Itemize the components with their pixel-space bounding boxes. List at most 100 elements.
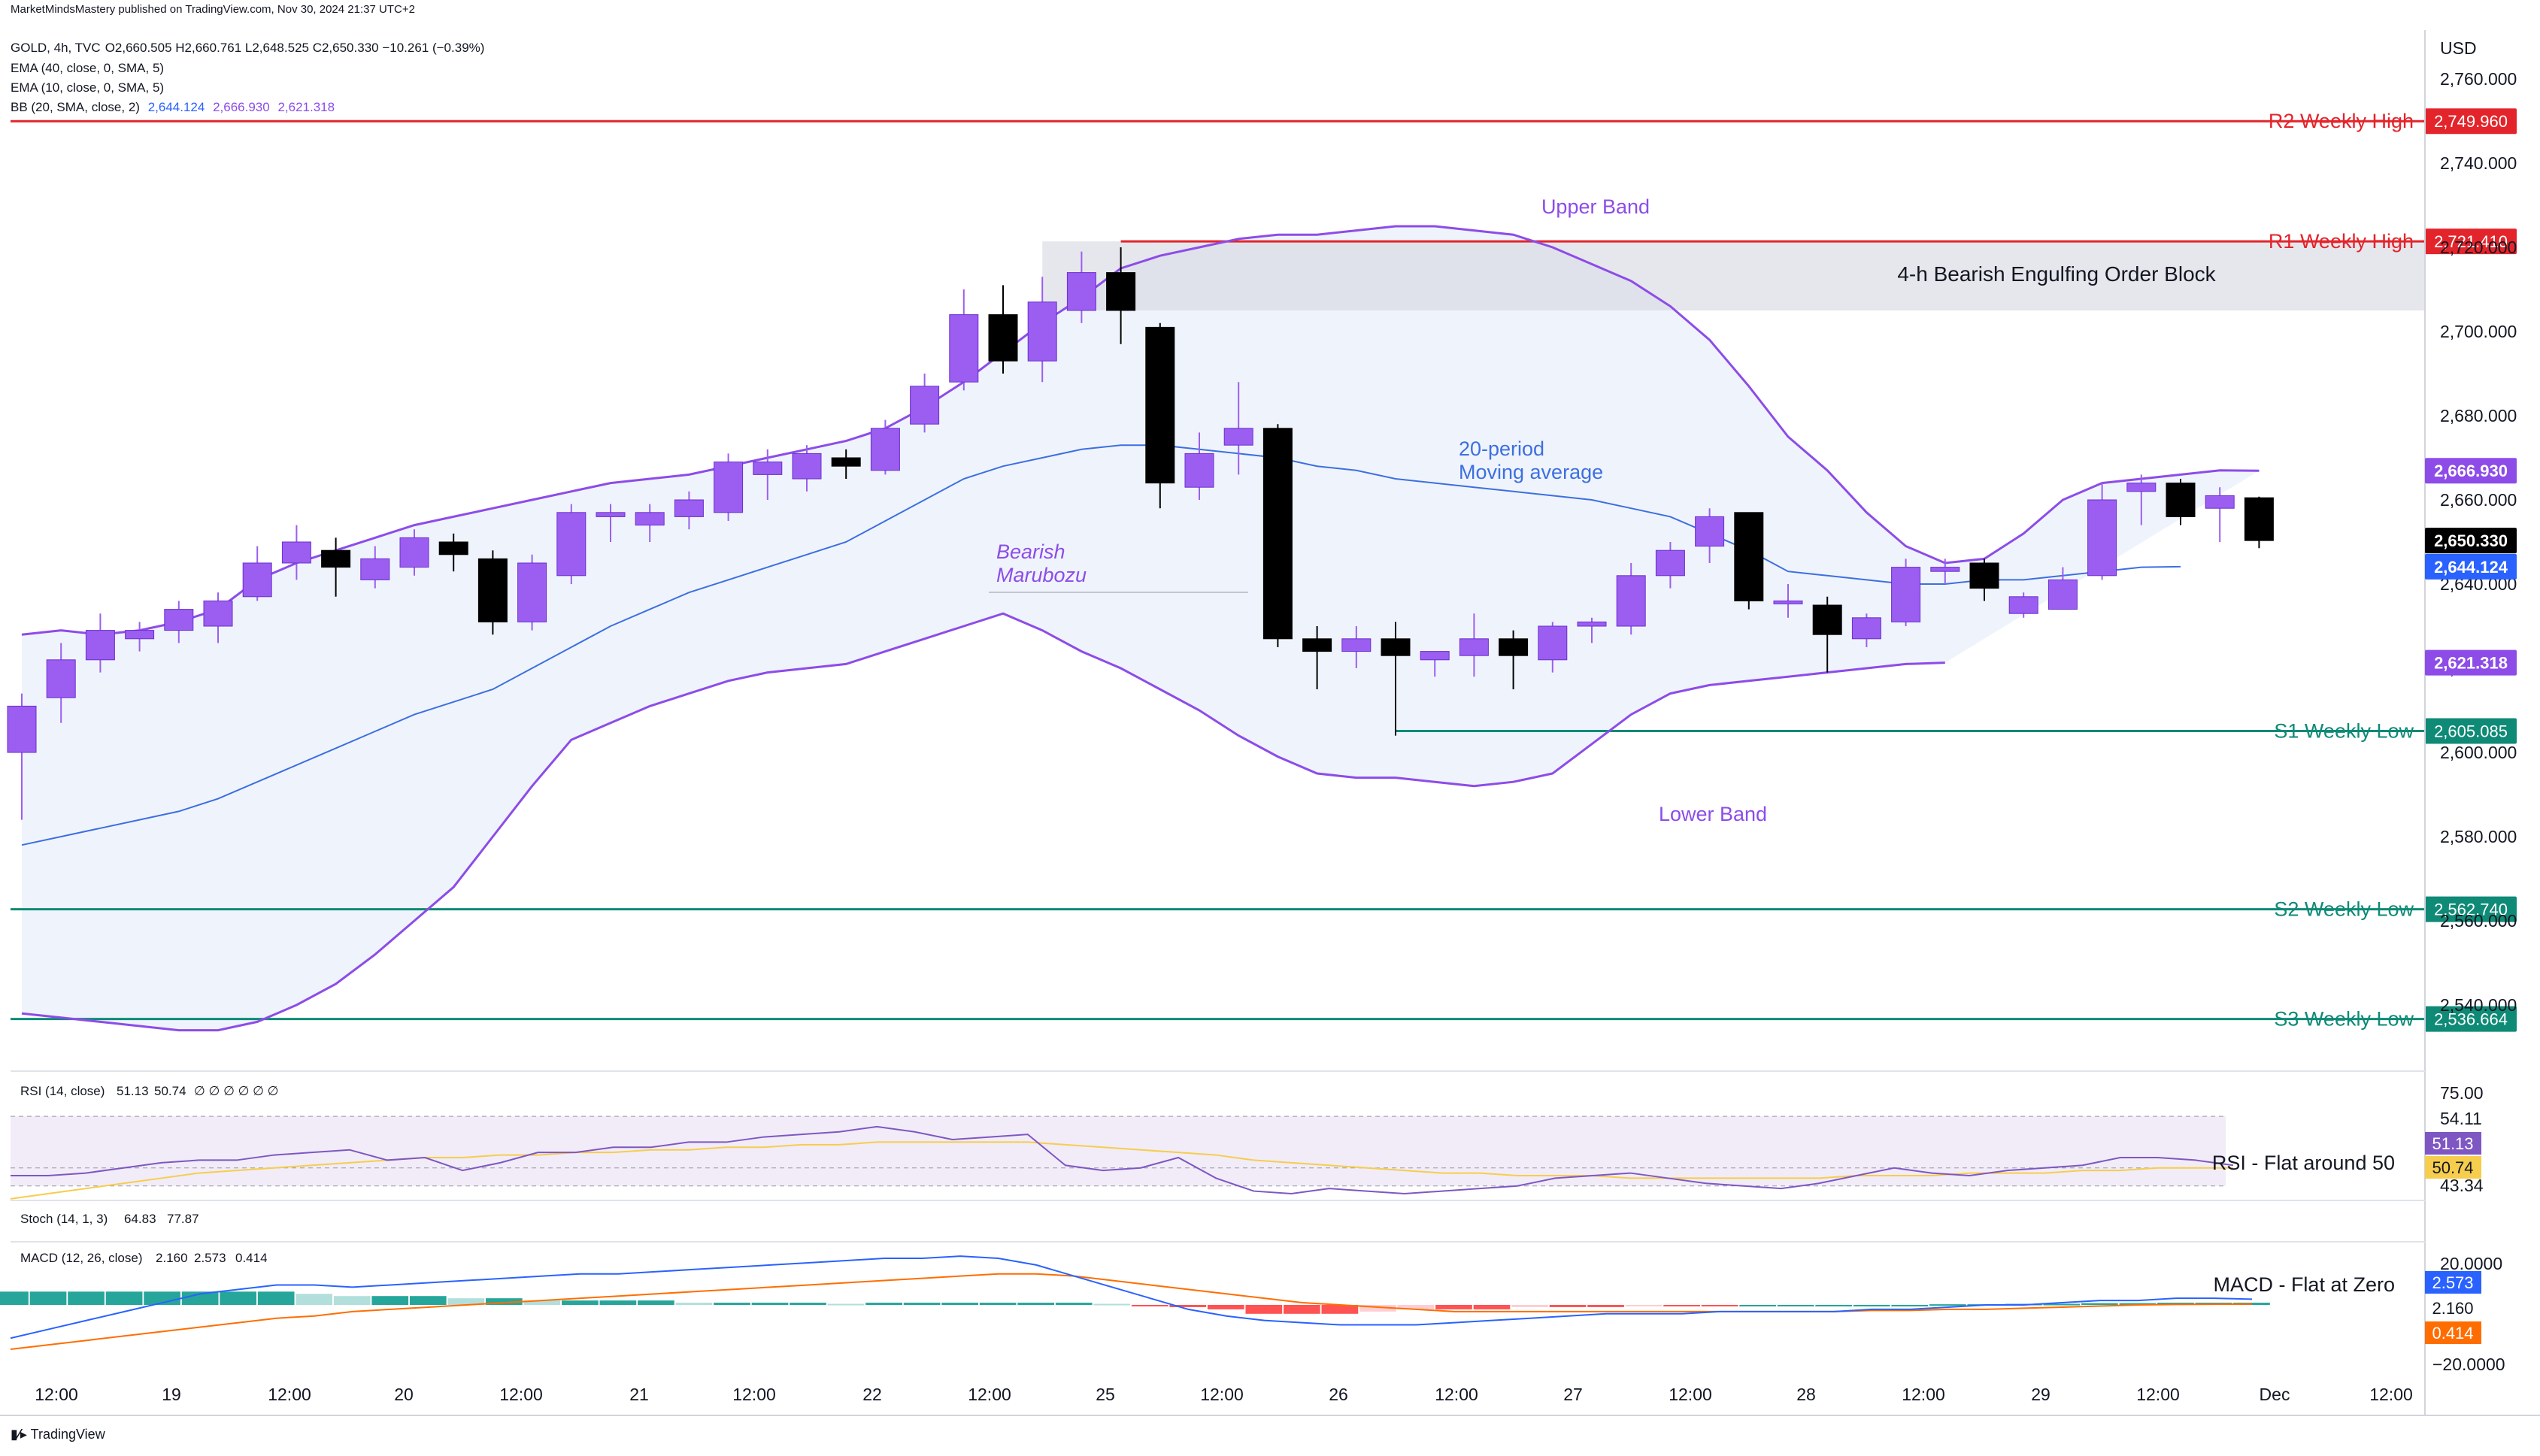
candle-body[interactable] bbox=[1734, 512, 1764, 601]
candle-body[interactable] bbox=[1459, 638, 1489, 656]
candle-body[interactable] bbox=[1969, 562, 1999, 589]
candle-body[interactable] bbox=[1145, 326, 1175, 484]
ema10-legend[interactable]: EMA (10, close, 0, SMA, 5) bbox=[11, 80, 165, 95]
candle-body[interactable] bbox=[831, 457, 861, 467]
bollinger-lower-band[interactable] bbox=[21, 612, 1945, 1032]
macd-histogram-bar bbox=[1587, 1305, 1624, 1307]
candle-body[interactable] bbox=[556, 512, 587, 577]
ema40-legend[interactable]: EMA (40, close, 0, SMA, 5) bbox=[11, 61, 165, 75]
candle-body[interactable] bbox=[1262, 428, 1293, 640]
candle-body[interactable] bbox=[7, 705, 37, 753]
time-axis-tick: 29 bbox=[2031, 1385, 2050, 1404]
candle-body[interactable] bbox=[635, 512, 665, 526]
macd-histogram-bar bbox=[1511, 1305, 1548, 1307]
candle-body[interactable] bbox=[1891, 567, 1921, 622]
candle-body[interactable] bbox=[870, 428, 900, 471]
candle-body[interactable] bbox=[1106, 272, 1136, 311]
tradingview-brand: TradingView bbox=[30, 1427, 105, 1442]
level-price-tag-bg bbox=[2425, 1006, 2517, 1032]
macd-histogram-bar bbox=[0, 1291, 29, 1305]
macd-line[interactable] bbox=[10, 1255, 2253, 1339]
bb-legend[interactable]: BB (20, SMA, close, 2) 2,644.124 2,666.9… bbox=[11, 100, 335, 115]
macd-histogram-bar bbox=[1284, 1305, 1320, 1314]
macd-histogram-bar bbox=[1929, 1304, 1966, 1306]
candle-body[interactable] bbox=[988, 314, 1018, 362]
rsi-ma-line[interactable] bbox=[10, 1141, 2233, 1200]
candle-body[interactable] bbox=[596, 512, 626, 517]
candle-body[interactable] bbox=[1616, 575, 1646, 627]
candle-body[interactable] bbox=[2244, 497, 2274, 541]
candle-body[interactable] bbox=[2126, 483, 2157, 492]
macd-histogram-bar bbox=[1207, 1305, 1244, 1309]
candle-body[interactable] bbox=[438, 541, 468, 555]
candle-body[interactable] bbox=[2087, 499, 2117, 577]
candle-body[interactable] bbox=[399, 537, 429, 568]
candle-body[interactable] bbox=[360, 558, 390, 580]
stoch-legend-label[interactable]: Stoch (14, 1, 3) bbox=[20, 1212, 108, 1226]
candle-body[interactable] bbox=[1223, 428, 1253, 446]
candle-body[interactable] bbox=[792, 453, 822, 480]
candle-body[interactable] bbox=[1655, 549, 1685, 577]
candle-body[interactable] bbox=[321, 549, 351, 568]
candle-body[interactable] bbox=[2008, 596, 2038, 614]
candle-body[interactable] bbox=[1773, 600, 1803, 604]
candle-body[interactable] bbox=[714, 462, 744, 513]
rsi-legend-value: 51.13 bbox=[117, 1084, 149, 1098]
candle-body[interactable] bbox=[85, 630, 115, 661]
macd-histogram-bar bbox=[790, 1303, 826, 1305]
candle-body[interactable] bbox=[1184, 453, 1214, 488]
time-axis-tick: 12:00 bbox=[35, 1385, 78, 1404]
candle-body[interactable] bbox=[1538, 625, 1568, 661]
macd-legend-label[interactable]: MACD (12, 26, close) bbox=[20, 1251, 143, 1265]
bollinger-basis-line[interactable] bbox=[21, 444, 2181, 846]
candle-body[interactable] bbox=[242, 562, 272, 598]
level-price-tag: 2,605.085 bbox=[2434, 722, 2508, 741]
candle-body[interactable] bbox=[753, 462, 783, 475]
candle-body[interactable] bbox=[2166, 483, 2196, 517]
candle-body[interactable] bbox=[1381, 638, 1411, 656]
rsi-legend-label[interactable]: RSI (14, close) bbox=[20, 1084, 105, 1098]
level-price-tag-bg bbox=[2425, 229, 2517, 255]
candle-body[interactable] bbox=[949, 314, 979, 383]
candle-body[interactable] bbox=[46, 659, 76, 698]
rsi-axis-tick: 43.34 bbox=[2440, 1176, 2484, 1195]
level-price-tag-bg bbox=[2425, 718, 2517, 744]
bollinger-upper-band[interactable] bbox=[21, 225, 2260, 636]
candle-body[interactable] bbox=[1812, 604, 1842, 635]
candle-body[interactable] bbox=[1420, 651, 1450, 661]
candle-body[interactable] bbox=[1341, 638, 1372, 652]
candle-body[interactable] bbox=[164, 609, 194, 631]
macd-histogram-bar bbox=[1815, 1305, 1853, 1306]
time-axis-tick: 28 bbox=[1796, 1385, 1816, 1404]
macd-note: MACD - Flat at Zero bbox=[2213, 1273, 2395, 1296]
macd-histogram-bar bbox=[599, 1300, 637, 1305]
symbol-label[interactable]: GOLD, 4h, TVC bbox=[11, 41, 101, 55]
order-block-zone[interactable] bbox=[1042, 241, 2425, 310]
candle-body[interactable] bbox=[1930, 567, 1960, 572]
candle-body[interactable] bbox=[203, 600, 233, 627]
candle-body[interactable] bbox=[125, 630, 155, 640]
candle-body[interactable] bbox=[1499, 638, 1529, 656]
macd-signal-tag-bg bbox=[2425, 1321, 2481, 1344]
candle-body[interactable] bbox=[1851, 617, 1881, 640]
candle-body[interactable] bbox=[517, 562, 547, 622]
macd-histogram-bar bbox=[220, 1291, 256, 1305]
candle-body[interactable] bbox=[910, 386, 940, 425]
candle-body[interactable] bbox=[1577, 621, 1607, 627]
macd-histogram-bar bbox=[1663, 1305, 1700, 1306]
macd-signal-line[interactable] bbox=[10, 1273, 2253, 1350]
candle-body[interactable] bbox=[477, 558, 508, 622]
candle-body[interactable] bbox=[674, 499, 704, 517]
marubozu-label-line2: Marubozu bbox=[996, 564, 1087, 586]
ohlc-values: O2,660.505 H2,660.761 L2,648.525 C2,650.… bbox=[105, 41, 485, 55]
rsi-line[interactable] bbox=[11, 1125, 2234, 1195]
candle-body[interactable] bbox=[1066, 272, 1096, 311]
candle-body[interactable] bbox=[1027, 301, 1057, 362]
candle-body[interactable] bbox=[281, 541, 311, 564]
macd-histogram-bar bbox=[714, 1303, 750, 1305]
candle-body[interactable] bbox=[2205, 495, 2235, 509]
candle-body[interactable] bbox=[1302, 638, 1332, 652]
candle-body[interactable] bbox=[2047, 579, 2078, 610]
candle-body[interactable] bbox=[1695, 516, 1725, 547]
